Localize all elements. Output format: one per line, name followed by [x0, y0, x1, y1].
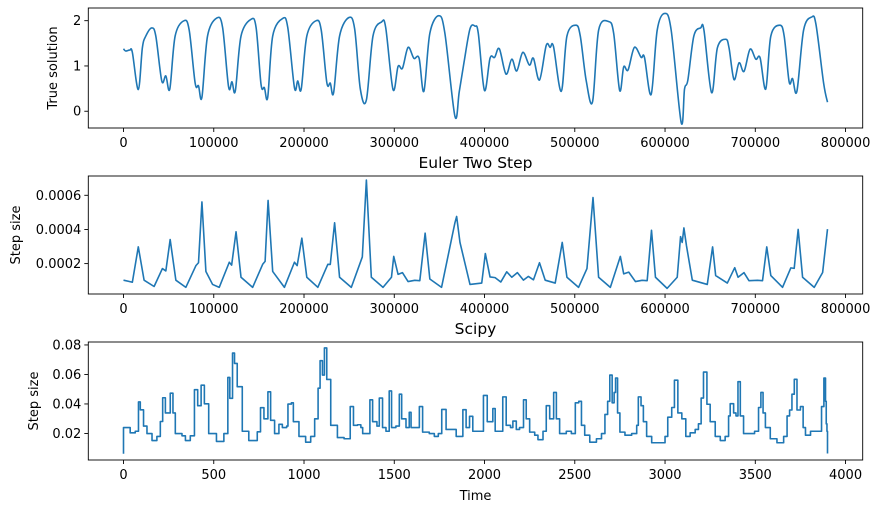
x-tick-label: 600000	[640, 136, 690, 151]
y-tick-label: 0.0004	[36, 223, 82, 238]
x-tick-label: 300000	[369, 302, 419, 317]
x-tick-label: 3500	[739, 468, 772, 483]
axes-frame	[87, 7, 864, 129]
y-tick-label: 0.06	[52, 368, 81, 383]
y-tick-label: 1	[73, 59, 81, 74]
x-tick-label: 400000	[460, 302, 510, 317]
series-line	[122, 12, 829, 126]
x-tick-label: 700000	[730, 302, 780, 317]
x-tick-label: 500000	[550, 136, 600, 151]
x-tick-label: 0	[119, 136, 127, 151]
x-tick-label: 0	[119, 302, 127, 317]
x-tick-label: 3000	[648, 468, 681, 483]
y-tick-label: 0.08	[52, 338, 81, 353]
y-tick-label: 0.02	[52, 427, 81, 442]
x-tick-label: 1500	[378, 468, 411, 483]
x-tick-label: 200000	[279, 136, 329, 151]
x-tick-label: 100000	[189, 136, 239, 151]
y-axis-label: Step size	[9, 206, 24, 265]
axes-frame	[87, 341, 864, 461]
axes-frame	[87, 175, 864, 295]
x-tick-label: 2500	[558, 468, 591, 483]
series-line	[123, 179, 829, 290]
subplot-scipy: 0 500 1000 1500 2000 2500 3000 3500 4000 0.02 0.04…	[27, 320, 864, 504]
x-tick-label: 500000	[550, 302, 600, 317]
y-axis-label: True solution	[46, 26, 61, 110]
y-tick-label: 0.04	[52, 397, 81, 412]
subplot-title: Scipy	[455, 320, 497, 338]
x-tick-label: 2000	[468, 468, 501, 483]
x-tick-label: 4000	[829, 468, 862, 483]
y-tick-label: 0.0006	[36, 189, 82, 204]
x-tick-label: 800000	[821, 302, 871, 317]
x-tick-label: 100000	[189, 302, 239, 317]
x-tick-label: 600000	[640, 302, 690, 317]
x-tick-label: 1000	[287, 468, 320, 483]
subplot-title: Euler Two Step	[418, 154, 532, 172]
y-tick-label: 2	[73, 14, 81, 29]
y-tick-label: 0.0002	[36, 257, 82, 272]
x-tick-label: 0	[119, 468, 127, 483]
x-tick-label: 500	[201, 468, 226, 483]
y-tick-label: 0	[73, 105, 81, 120]
subplot-euler-two-step: 0 100000 200000 300000 400000 500000 600000 700…	[9, 154, 870, 317]
subplot-true-solution: 0 100000 200000 300000 400000 500000 600000 700…	[46, 7, 871, 151]
x-tick-label: 200000	[279, 302, 329, 317]
x-axis-label: Time	[459, 489, 492, 504]
series-line	[122, 347, 829, 454]
x-tick-label: 400000	[460, 136, 510, 151]
x-tick-label: 800000	[821, 136, 871, 151]
y-axis-label: Step size	[27, 372, 42, 431]
x-tick-label: 700000	[730, 136, 780, 151]
x-tick-label: 300000	[369, 136, 419, 151]
